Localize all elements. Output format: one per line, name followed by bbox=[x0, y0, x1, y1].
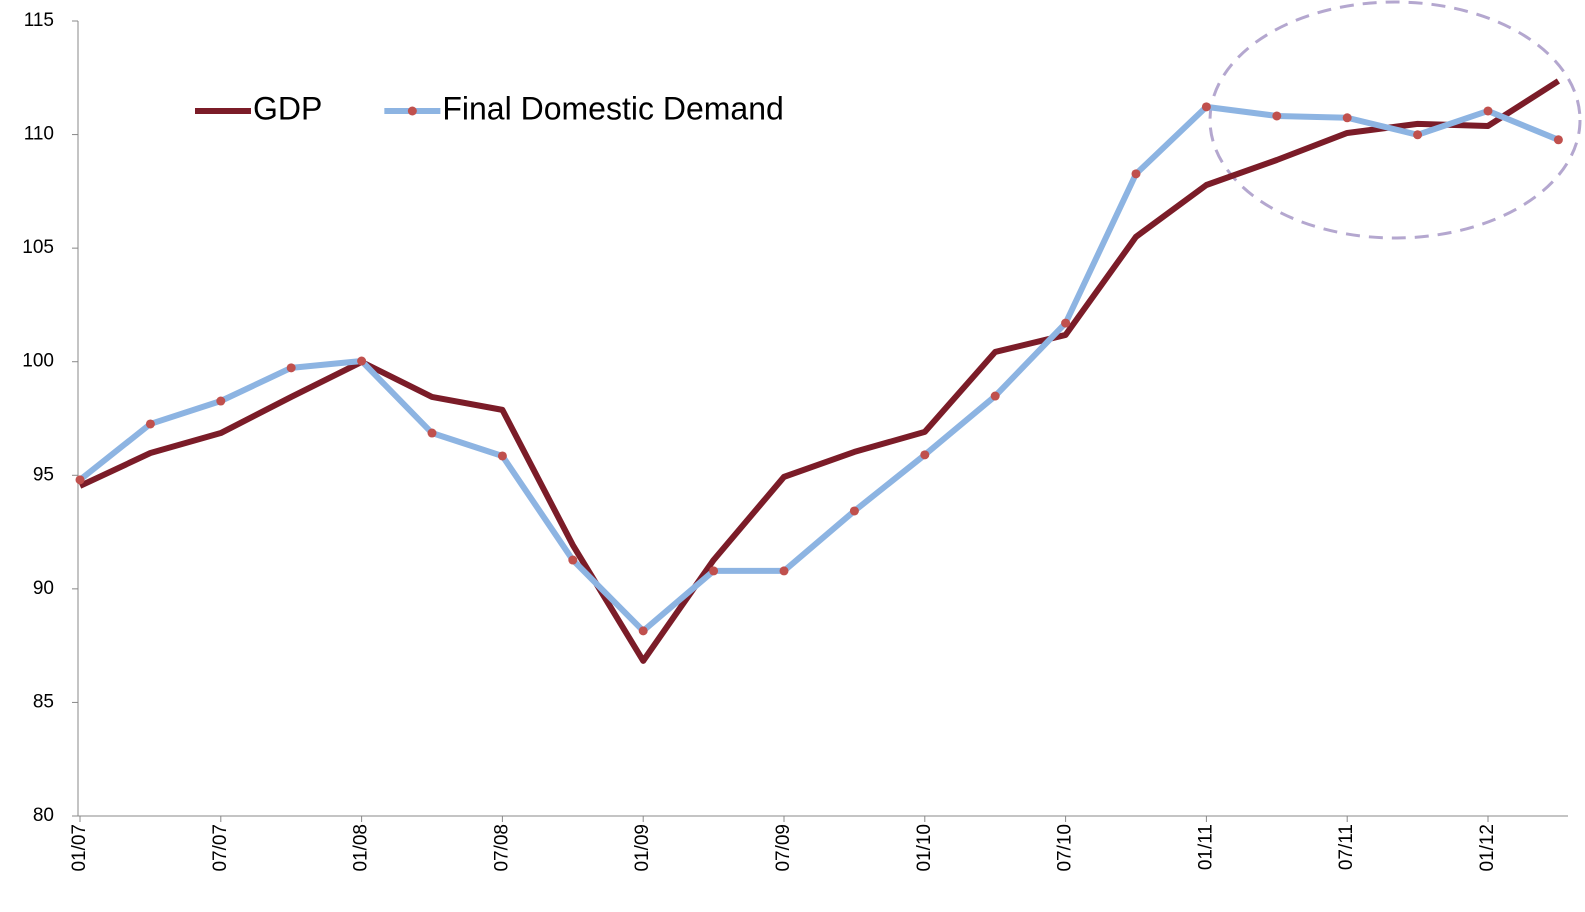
y-tick-label: 100 bbox=[22, 351, 54, 372]
series-marker bbox=[1483, 106, 1493, 116]
x-tick-label: 07/07 bbox=[210, 824, 231, 872]
series-marker bbox=[1061, 318, 1071, 328]
series-marker bbox=[1342, 113, 1352, 123]
series-marker bbox=[1413, 130, 1423, 140]
x-tick-label: 01/08 bbox=[351, 824, 372, 872]
legend-label: GDP bbox=[253, 90, 322, 126]
y-tick-label: 85 bbox=[33, 691, 54, 712]
y-tick-label: 115 bbox=[24, 10, 54, 31]
series-marker bbox=[568, 555, 578, 565]
series-marker bbox=[920, 450, 930, 460]
x-tick-label: 07/09 bbox=[773, 824, 794, 872]
series-marker bbox=[1553, 135, 1563, 145]
y-tick-label: 110 bbox=[24, 124, 54, 145]
legend-label: Final Domestic Demand bbox=[442, 90, 783, 126]
x-tick-label: 01/10 bbox=[914, 824, 935, 872]
y-tick-label: 80 bbox=[33, 805, 54, 826]
series-marker bbox=[779, 566, 789, 576]
x-tick-label: 07/11 bbox=[1336, 824, 1357, 870]
y-tick-label: 95 bbox=[33, 464, 54, 485]
series-marker bbox=[357, 356, 367, 366]
series-marker bbox=[216, 396, 226, 406]
series-marker bbox=[145, 419, 155, 429]
x-tick-label: 01/11 bbox=[1195, 824, 1216, 870]
series-marker bbox=[497, 451, 507, 461]
series-marker bbox=[75, 475, 85, 485]
series-line bbox=[78, 103, 1560, 634]
series-marker bbox=[638, 626, 648, 636]
x-tick-label: 07/08 bbox=[491, 824, 512, 872]
series-marker bbox=[1201, 102, 1211, 112]
series-marker bbox=[849, 506, 859, 516]
series-marker bbox=[709, 566, 719, 576]
series-line bbox=[78, 78, 1561, 664]
series-marker bbox=[286, 363, 296, 373]
x-tick-label: 07/10 bbox=[1055, 824, 1076, 872]
x-tick-label: 01/07 bbox=[69, 824, 90, 872]
series-marker bbox=[1131, 169, 1141, 179]
series-marker bbox=[990, 391, 1000, 401]
y-tick-label: 105 bbox=[22, 237, 54, 258]
series-marker bbox=[427, 428, 437, 438]
series-marker bbox=[1272, 111, 1282, 121]
highlight-ellipse bbox=[1208, 0, 1582, 240]
legend-marker bbox=[407, 106, 417, 116]
x-tick-label: 01/12 bbox=[1477, 824, 1498, 872]
y-tick-label: 90 bbox=[33, 578, 54, 599]
x-tick-label: 01/09 bbox=[632, 824, 653, 872]
